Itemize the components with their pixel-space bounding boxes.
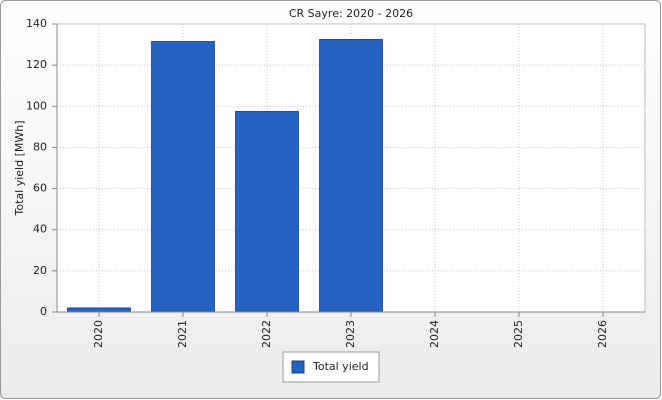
y-tick-label: 100 — [26, 99, 47, 112]
x-tick-label: 2021 — [176, 320, 189, 348]
x-tick-label: 2026 — [596, 320, 609, 348]
legend-label: Total yield — [312, 360, 369, 373]
y-tick-label: 80 — [33, 140, 47, 153]
bar — [319, 39, 383, 313]
y-tick-label: 40 — [33, 223, 47, 236]
bar — [151, 41, 215, 313]
x-tick-label: 2025 — [512, 320, 525, 348]
y-tick-label: 60 — [33, 182, 47, 195]
y-tick-label: 140 — [26, 17, 47, 30]
bar — [67, 307, 131, 313]
x-tick-label: 2020 — [92, 320, 105, 348]
y-tick-label: 120 — [26, 58, 47, 71]
y-tick-label: 0 — [40, 305, 47, 318]
x-tick-label: 2022 — [260, 320, 273, 348]
x-tick-label: 2024 — [428, 320, 441, 348]
legend-swatch — [291, 360, 305, 374]
y-tick-label: 20 — [33, 264, 47, 277]
bar — [235, 111, 299, 313]
x-tick-label: 2023 — [344, 320, 357, 348]
chart-title: CR Sayre: 2020 - 2026 — [289, 7, 413, 20]
y-axis-label: Total yield [MWh] — [13, 121, 26, 217]
